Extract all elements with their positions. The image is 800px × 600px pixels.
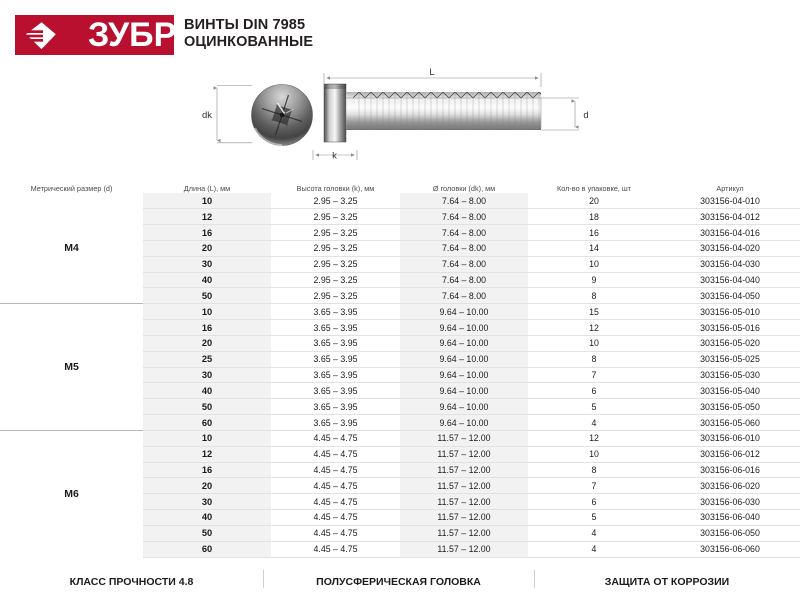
svg-text:L: L — [429, 67, 434, 78]
svg-text:k: k — [332, 151, 337, 162]
svg-text:d: d — [583, 110, 588, 121]
svg-text:dk: dk — [202, 110, 212, 121]
